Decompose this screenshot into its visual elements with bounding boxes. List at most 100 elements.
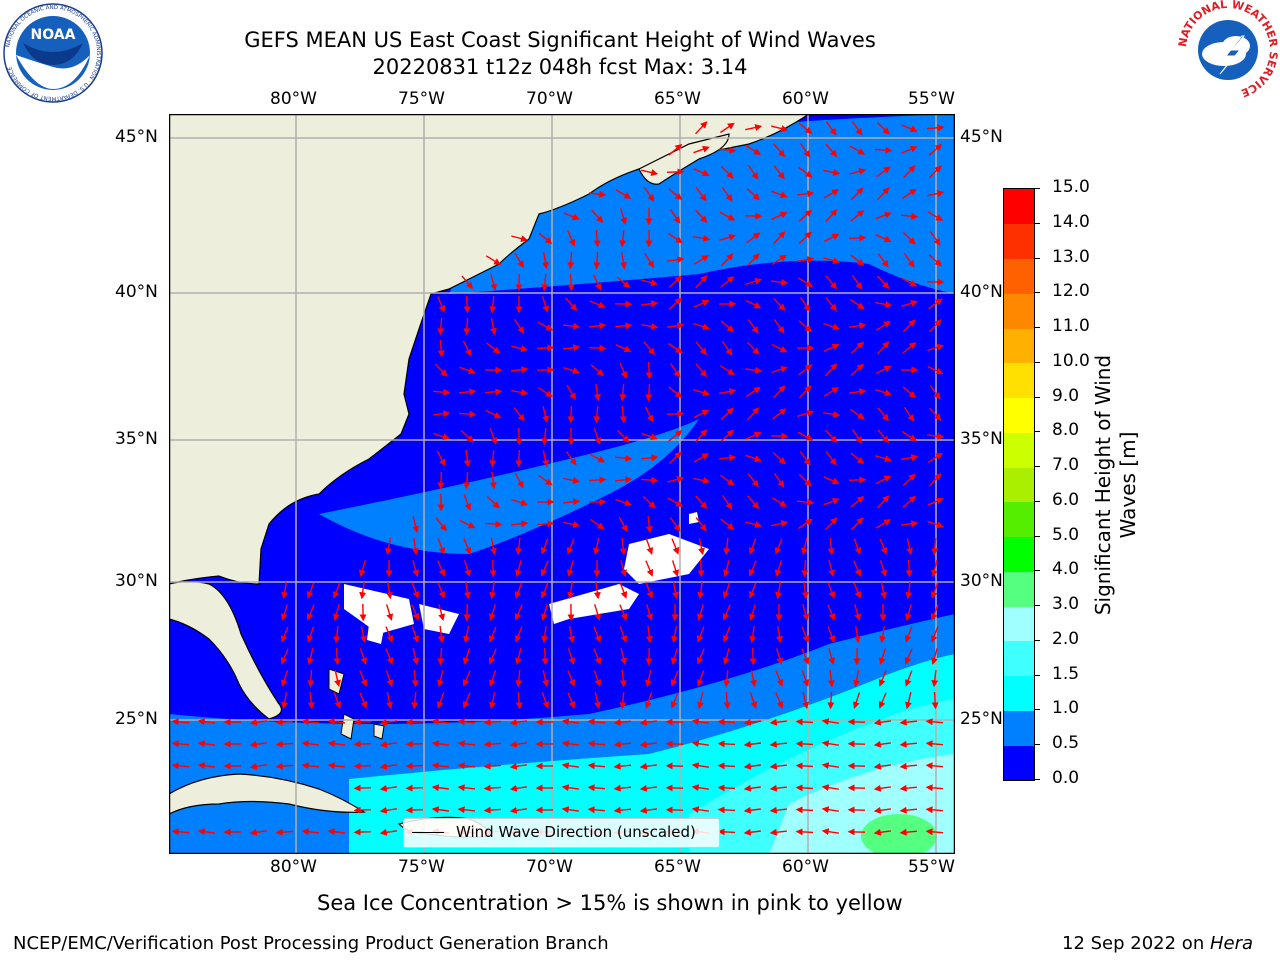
wave-arrow	[695, 495, 708, 510]
wave-arrow	[693, 477, 711, 484]
wave-arrow	[774, 560, 783, 577]
wave-arrow	[511, 520, 529, 528]
wave-arrow	[434, 363, 448, 377]
colorbar-segment	[1004, 606, 1034, 642]
wave-arrow	[850, 210, 865, 222]
wave-arrow	[566, 384, 576, 401]
wave-arrow	[772, 452, 786, 465]
wave-arrow	[379, 828, 398, 836]
wave-arrow	[849, 168, 867, 175]
colorbar-label: Significant Height of Wind Waves [m]	[1091, 354, 1140, 616]
wave-arrow	[431, 740, 449, 748]
wave-arrow	[666, 410, 685, 418]
wave-arrow	[620, 208, 628, 226]
wave-arrow	[593, 229, 601, 248]
wave-arrow	[540, 560, 549, 577]
colorbar-segment	[1004, 258, 1034, 294]
wave-arrow	[510, 388, 529, 396]
wave-arrow	[483, 718, 502, 726]
wave-arrow	[823, 476, 840, 485]
wave-arrow	[696, 670, 705, 687]
wave-arrow	[899, 784, 918, 792]
wave-arrow	[489, 581, 497, 600]
wave-arrow	[853, 669, 860, 688]
wave-arrow	[280, 648, 289, 665]
wave-arrow	[749, 692, 758, 709]
lat-label-right: 45°N	[960, 127, 1003, 147]
wave-arrow	[931, 537, 939, 556]
wave-arrow	[509, 718, 528, 726]
wave-arrow	[540, 582, 549, 599]
legend-line-icon	[412, 832, 444, 833]
wave-arrow	[850, 341, 864, 354]
colorbar-tick-label: 12.0	[1052, 281, 1090, 302]
wave-arrow	[901, 277, 918, 287]
wave-arrow	[771, 125, 789, 132]
wave-arrow	[640, 454, 659, 462]
wave-arrow	[821, 762, 840, 770]
wave-arrow	[619, 383, 627, 402]
wave-arrow	[462, 692, 471, 709]
wave-arrow	[379, 806, 398, 814]
wave-arrow	[925, 784, 944, 792]
wave-arrow	[876, 121, 890, 135]
colorbar-tick-label: 10.0	[1052, 350, 1090, 371]
wave-arrow	[489, 692, 496, 710]
wave-arrow	[925, 762, 944, 770]
lat-label-left: 45°N	[115, 127, 158, 147]
wave-arrow	[639, 740, 657, 748]
wave-arrow	[769, 718, 787, 726]
wave-arrow	[693, 145, 710, 154]
wave-arrow	[619, 691, 627, 710]
lon-label-top: 55°W	[908, 89, 955, 109]
wave-arrow	[619, 251, 627, 270]
wave-arrow	[667, 476, 685, 483]
wave-arrow	[695, 363, 707, 378]
wave-arrow	[488, 626, 497, 643]
wave-arrow	[197, 740, 215, 748]
wave-arrow	[563, 212, 580, 221]
wave-arrow	[385, 604, 394, 621]
wave-arrow	[671, 560, 680, 577]
wave-arrow	[462, 340, 472, 357]
wave-arrow	[930, 626, 939, 643]
wave-arrow	[461, 275, 473, 290]
wave-arrow	[483, 806, 502, 814]
wave-arrow	[668, 342, 683, 354]
map-title: GEFS MEAN US East Coast Significant Heig…	[244, 28, 876, 52]
wave-arrow	[333, 625, 341, 644]
wave-arrow	[565, 451, 577, 466]
wave-arrow	[719, 233, 737, 241]
wave-arrow	[488, 648, 497, 665]
wave-arrow	[717, 784, 736, 792]
wave-arrow	[796, 256, 815, 263]
wave-arrow	[412, 560, 420, 578]
wave-arrow	[878, 648, 887, 665]
wave-arrow	[720, 276, 735, 288]
wave-arrow	[515, 648, 522, 666]
wave-arrow	[515, 669, 523, 688]
wave-arrow	[412, 648, 419, 666]
wave-arrow	[823, 322, 840, 331]
wave-arrow	[668, 188, 683, 200]
wave-arrow	[798, 385, 812, 399]
wave-arrow	[899, 762, 918, 770]
wave-arrow	[668, 297, 682, 310]
wave-arrow	[405, 784, 424, 792]
wave-arrow	[743, 762, 761, 770]
wave-arrow	[925, 806, 944, 814]
colorbar-tick-label: 1.0	[1052, 698, 1080, 719]
wave-arrow	[827, 582, 836, 599]
wave-arrow	[433, 432, 450, 441]
wave-arrow	[490, 537, 497, 556]
wave-arrow	[719, 454, 737, 462]
wave-arrow	[827, 691, 835, 710]
wave-arrow	[823, 233, 840, 243]
wave-arrow	[717, 740, 736, 748]
wave-arrow	[379, 762, 398, 770]
wave-arrow	[645, 647, 653, 666]
wave-arrow	[614, 454, 633, 462]
wave-arrow	[721, 495, 733, 510]
wave-arrow	[644, 406, 654, 423]
wave-arrow	[930, 582, 939, 599]
